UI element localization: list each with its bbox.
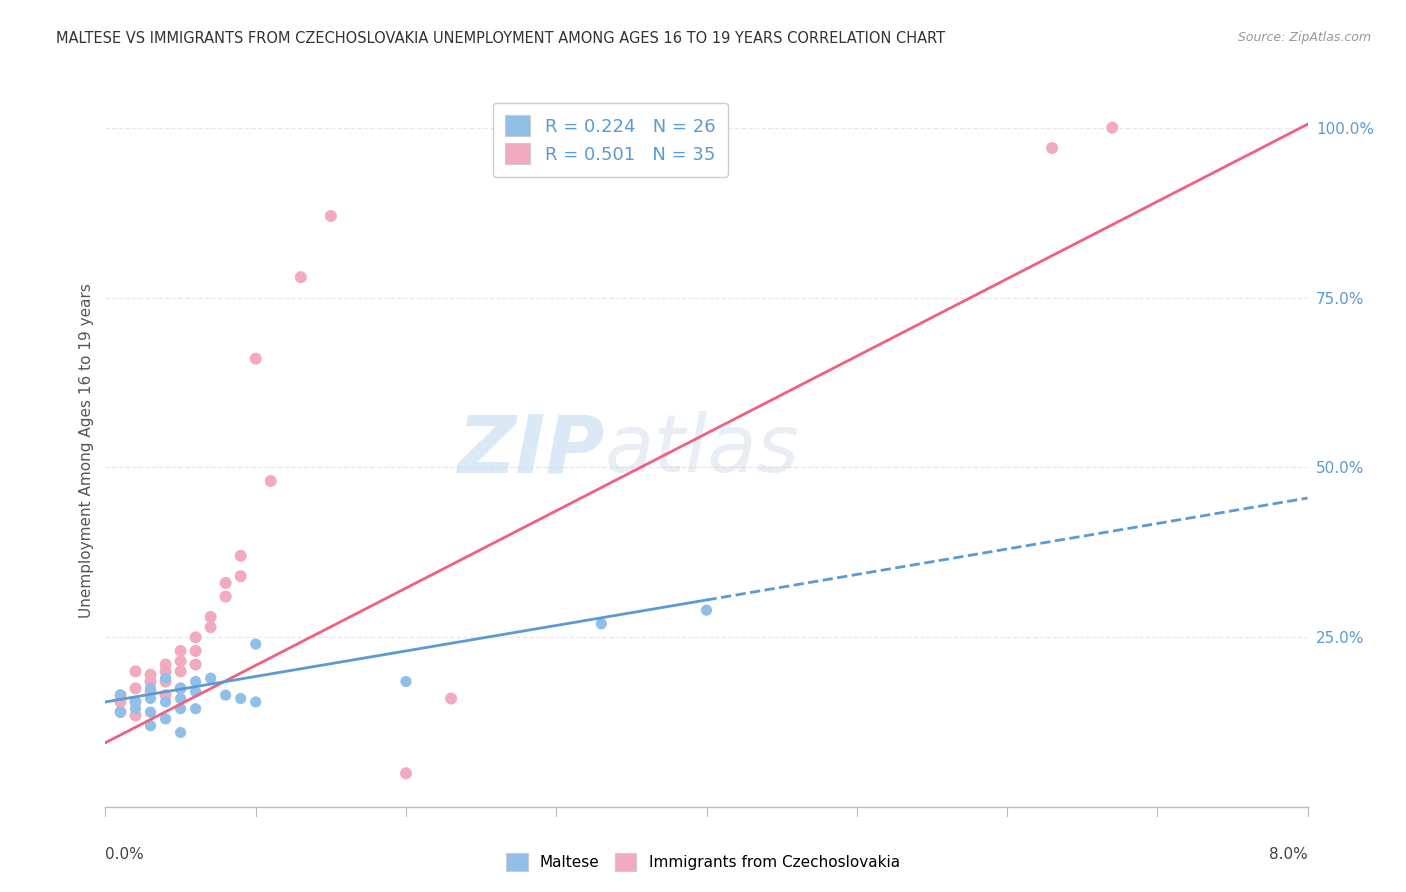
Point bbox=[139, 684, 162, 698]
Point bbox=[245, 695, 267, 709]
Point bbox=[155, 671, 177, 685]
Text: atlas: atlas bbox=[605, 411, 799, 490]
Point bbox=[169, 725, 191, 739]
Text: ZIP: ZIP bbox=[457, 411, 605, 490]
Y-axis label: Unemployment Among Ages 16 to 19 years: Unemployment Among Ages 16 to 19 years bbox=[79, 283, 94, 618]
Point bbox=[155, 712, 177, 726]
Point bbox=[214, 576, 236, 591]
Point bbox=[169, 654, 191, 668]
Text: 8.0%: 8.0% bbox=[1268, 847, 1308, 862]
Text: MALTESE VS IMMIGRANTS FROM CZECHOSLOVAKIA UNEMPLOYMENT AMONG AGES 16 TO 19 YEARS: MALTESE VS IMMIGRANTS FROM CZECHOSLOVAKI… bbox=[56, 31, 945, 46]
Point bbox=[139, 667, 162, 681]
Point bbox=[229, 569, 252, 583]
Point bbox=[184, 674, 207, 689]
Point bbox=[139, 691, 162, 706]
Point bbox=[155, 674, 177, 689]
Point bbox=[395, 674, 418, 689]
Point bbox=[124, 681, 146, 696]
Point bbox=[169, 681, 191, 696]
Point bbox=[214, 590, 236, 604]
Point bbox=[155, 657, 177, 672]
Point bbox=[184, 657, 207, 672]
Point bbox=[169, 691, 191, 706]
Point bbox=[155, 695, 177, 709]
Point bbox=[200, 671, 222, 685]
Point bbox=[124, 665, 146, 679]
Point bbox=[110, 705, 132, 719]
Point bbox=[440, 691, 463, 706]
Legend: R = 0.224   N = 26, R = 0.501   N = 35: R = 0.224 N = 26, R = 0.501 N = 35 bbox=[492, 103, 728, 177]
Point bbox=[1040, 141, 1063, 155]
Point bbox=[139, 705, 162, 719]
Point bbox=[169, 665, 191, 679]
Point bbox=[696, 603, 718, 617]
Legend: Maltese, Immigrants from Czechoslovakia: Maltese, Immigrants from Czechoslovakia bbox=[498, 844, 908, 880]
Point bbox=[155, 688, 177, 702]
Point bbox=[155, 665, 177, 679]
Point bbox=[591, 616, 613, 631]
Point bbox=[139, 674, 162, 689]
Point bbox=[184, 702, 207, 716]
Point bbox=[200, 620, 222, 634]
Point bbox=[395, 766, 418, 780]
Point bbox=[290, 270, 312, 285]
Point bbox=[184, 684, 207, 698]
Point bbox=[229, 691, 252, 706]
Point bbox=[124, 702, 146, 716]
Point bbox=[110, 705, 132, 719]
Text: Source: ZipAtlas.com: Source: ZipAtlas.com bbox=[1237, 31, 1371, 45]
Point bbox=[124, 695, 146, 709]
Point bbox=[169, 681, 191, 696]
Point bbox=[139, 681, 162, 696]
Text: 0.0%: 0.0% bbox=[105, 847, 145, 862]
Point bbox=[110, 688, 132, 702]
Point bbox=[245, 637, 267, 651]
Point bbox=[319, 209, 342, 223]
Point bbox=[110, 695, 132, 709]
Point bbox=[110, 688, 132, 702]
Point bbox=[124, 708, 146, 723]
Point bbox=[169, 644, 191, 658]
Point bbox=[200, 610, 222, 624]
Point bbox=[169, 702, 191, 716]
Point bbox=[214, 688, 236, 702]
Point bbox=[139, 719, 162, 733]
Point bbox=[245, 351, 267, 366]
Point bbox=[124, 695, 146, 709]
Point bbox=[229, 549, 252, 563]
Point bbox=[184, 644, 207, 658]
Point bbox=[184, 631, 207, 645]
Point bbox=[260, 474, 283, 488]
Point bbox=[1101, 120, 1123, 135]
